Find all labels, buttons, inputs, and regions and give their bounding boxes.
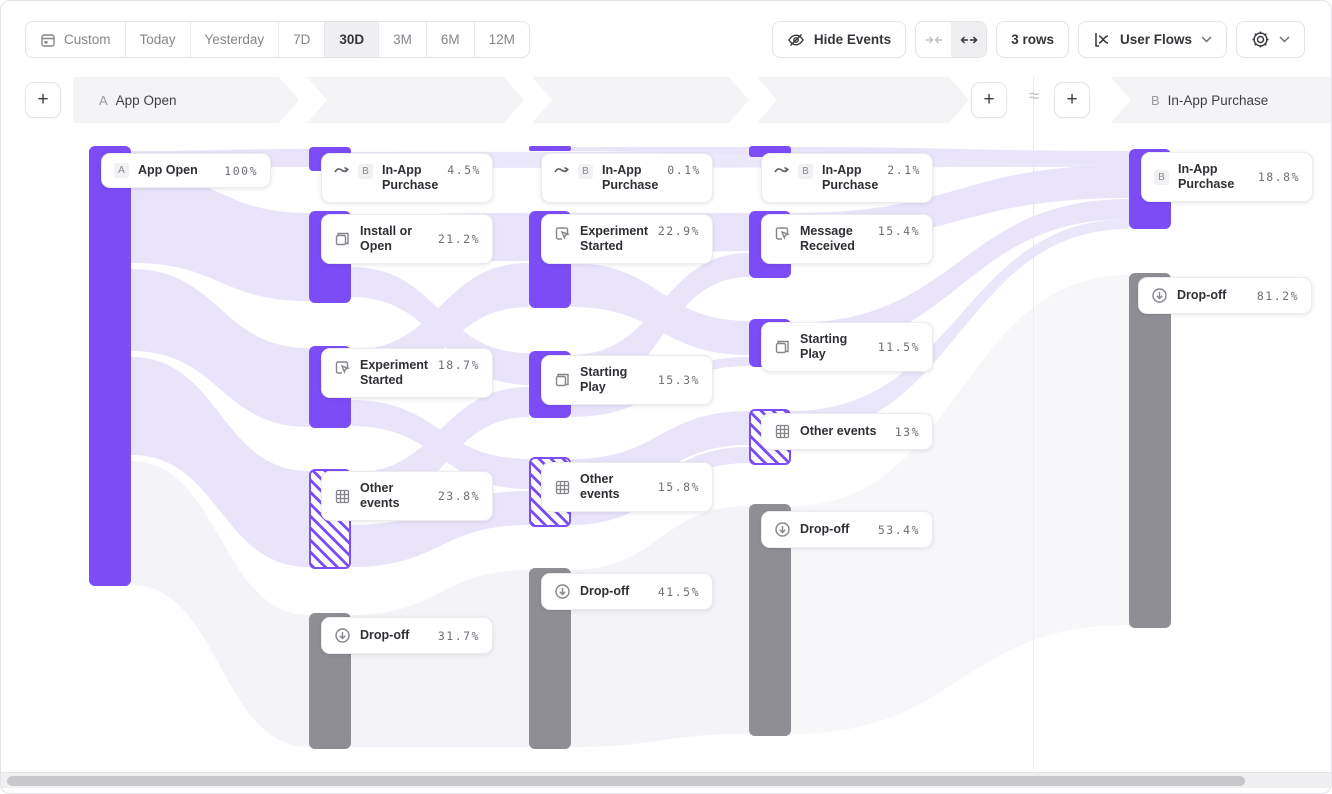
event-squares-icon <box>554 372 571 389</box>
other-events-grid-icon <box>554 479 571 496</box>
chevron-down-icon <box>1279 36 1290 43</box>
flow-bar[interactable] <box>1129 273 1171 628</box>
step-banner-segment-2[interactable] <box>307 77 524 123</box>
step-banner-segment-3[interactable] <box>532 77 749 123</box>
flow-node-card[interactable]: B In-App Purchase 0.1% <box>541 153 713 203</box>
hide-events-button[interactable]: Hide Events <box>771 21 907 58</box>
event-click-icon <box>774 225 791 242</box>
flow-node-card[interactable]: Message Received 15.4% <box>761 214 933 264</box>
collapse-columns-button[interactable] <box>916 22 951 57</box>
start-event-label: App Open <box>115 92 177 108</box>
event-squares-icon <box>334 231 351 248</box>
add-step-button-right[interactable]: + <box>1054 82 1090 118</box>
flow-node-card[interactable]: Drop-off 81.2% <box>1138 277 1312 314</box>
other-events-grid-icon <box>334 488 351 505</box>
date-range-30d[interactable]: 30D <box>325 22 380 57</box>
drop-off-icon <box>774 521 791 538</box>
event-badge: B <box>1154 169 1169 185</box>
skip-to-target-icon <box>774 164 789 176</box>
event-badge: B <box>578 164 593 179</box>
flow-node-card[interactable]: A App Open 100% <box>101 153 271 188</box>
step-banner-end[interactable]: B In-App Purchase <box>1111 77 1331 123</box>
date-range-yesterday[interactable]: Yesterday <box>191 22 280 57</box>
approx-divider-icon: ≈ <box>1028 86 1040 107</box>
add-step-button-middle[interactable]: + <box>971 82 1007 118</box>
step-banner-segment-4[interactable] <box>757 77 969 123</box>
end-event-label: In-App Purchase <box>1167 92 1269 108</box>
toolbar: Custom Today Yesterday 7D 30D 3M 6M 12M … <box>25 21 1305 58</box>
expand-columns-button[interactable] <box>951 22 987 57</box>
flow-bar[interactable] <box>749 146 791 157</box>
eye-off-icon <box>787 31 805 49</box>
gear-icon <box>1251 30 1270 49</box>
event-click-icon <box>554 225 571 242</box>
event-badge: B <box>358 164 373 179</box>
drop-off-icon <box>334 627 351 644</box>
other-events-grid-icon <box>774 423 791 440</box>
chart-type-dropdown[interactable]: User Flows <box>1077 21 1227 58</box>
flow-node-card[interactable]: Drop-off 53.4% <box>761 511 933 548</box>
drop-off-icon <box>1151 287 1168 304</box>
date-range-selector: Custom Today Yesterday 7D 30D 3M 6M 12M <box>25 21 530 58</box>
flow-node-card[interactable]: Starting Play 15.3% <box>541 355 713 405</box>
flow-node-card[interactable]: B In-App Purchase 18.8% <box>1141 152 1313 202</box>
skip-to-target-icon <box>334 164 349 176</box>
skip-to-target-icon <box>554 164 569 176</box>
date-range-custom[interactable]: Custom <box>26 22 126 57</box>
event-click-icon <box>334 359 351 376</box>
flow-bar[interactable] <box>529 146 571 151</box>
step-banner-segment-1[interactable]: A App Open <box>73 77 299 123</box>
flow-node-card[interactable]: Other events 23.8% <box>321 471 493 521</box>
flow-node-card[interactable]: B In-App Purchase 4.5% <box>321 153 493 203</box>
event-badge: B <box>1151 92 1160 108</box>
collapse-expand-toggle <box>915 21 988 58</box>
flow-node-card[interactable]: Other events 15.8% <box>541 462 713 512</box>
flow-node-card[interactable]: Experiment Started 22.9% <box>541 214 713 264</box>
event-badge: A <box>99 92 108 108</box>
event-badge: B <box>798 164 813 179</box>
flow-bar[interactable] <box>89 146 131 586</box>
date-range-3m[interactable]: 3M <box>379 22 427 57</box>
event-squares-icon <box>774 339 791 356</box>
settings-dropdown[interactable] <box>1236 21 1305 58</box>
horizontal-scrollbar-thumb[interactable] <box>7 776 1245 786</box>
date-range-today[interactable]: Today <box>126 22 191 57</box>
date-range-label: Custom <box>64 32 111 47</box>
horizontal-scrollbar-track[interactable] <box>1 772 1331 788</box>
flow-node-card[interactable]: Drop-off 41.5% <box>541 573 713 610</box>
calendar-icon <box>40 32 56 48</box>
event-badge: A <box>114 163 129 178</box>
rows-button[interactable]: 3 rows <box>996 21 1069 58</box>
flow-node-card[interactable]: Install or Open 21.2% <box>321 214 493 264</box>
date-range-7d[interactable]: 7D <box>279 22 326 57</box>
flow-node-card[interactable]: Starting Play 11.5% <box>761 322 933 372</box>
flow-node-card[interactable]: Drop-off 31.7% <box>321 617 493 654</box>
flow-node-card[interactable]: B In-App Purchase 2.1% <box>761 153 933 203</box>
drop-off-icon <box>554 583 571 600</box>
user-flows-icon <box>1093 31 1111 49</box>
chevron-down-icon <box>1201 36 1212 43</box>
flow-node-card[interactable]: Experiment Started 18.7% <box>321 348 493 398</box>
date-range-6m[interactable]: 6M <box>427 22 475 57</box>
add-step-button-left[interactable]: + <box>25 82 61 118</box>
flow-node-card[interactable]: Other events 13% <box>761 413 933 450</box>
toolbar-right: Hide Events 3 rows <box>771 21 1305 58</box>
date-range-12m[interactable]: 12M <box>488 32 515 47</box>
